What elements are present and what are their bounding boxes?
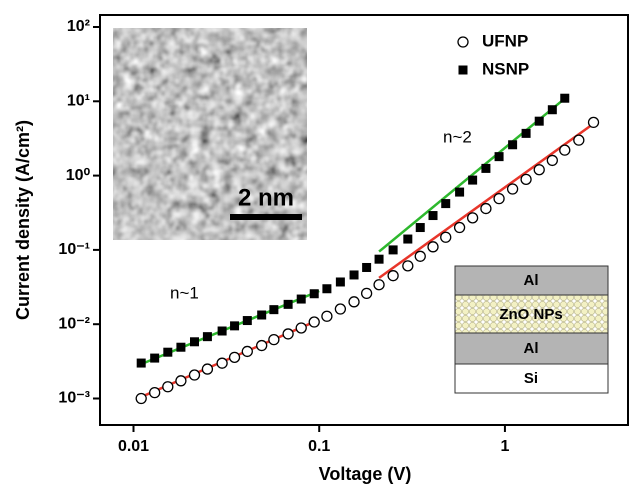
data-point [481, 204, 491, 214]
data-point [535, 117, 544, 126]
data-point [455, 223, 465, 233]
x-tick-label: 1 [500, 438, 509, 455]
y-tick-label: 10¹ [67, 93, 90, 110]
y-tick-label: 10⁻¹ [58, 241, 90, 258]
data-point [322, 284, 331, 293]
data-point [242, 346, 252, 356]
data-point [362, 263, 371, 272]
data-point [416, 223, 425, 232]
x-axis-title: Voltage (V) [319, 464, 412, 484]
scale-bar-label: 2 nm [238, 184, 294, 211]
data-point [296, 323, 306, 333]
data-point [468, 176, 477, 185]
data-point [374, 280, 384, 290]
layer-label: ZnO NPs [499, 306, 562, 323]
data-point [560, 94, 569, 103]
data-point [508, 184, 518, 194]
tem-inset: 2 nm [113, 28, 307, 240]
data-point [428, 242, 438, 252]
data-point [441, 199, 450, 208]
data-point [283, 329, 293, 339]
data-point [429, 211, 438, 220]
data-point [349, 297, 359, 307]
device-schematic: Al ZnO NPs Al Si [455, 266, 608, 393]
y-tick-label: 10⁻³ [58, 390, 90, 407]
y-axis-title: Current density (A/cm²) [13, 120, 33, 320]
data-point [297, 295, 306, 304]
data-point [375, 255, 384, 264]
y-tick-label: 10² [67, 18, 90, 35]
data-point [388, 271, 398, 281]
data-point [415, 251, 425, 261]
slope-annotation: n~1 [170, 283, 199, 302]
data-point [560, 145, 570, 155]
data-point [403, 261, 413, 271]
data-point [574, 135, 584, 145]
data-point [269, 305, 278, 314]
x-tick-label: 0.01 [118, 438, 149, 455]
legend-label: UFNP [482, 31, 528, 50]
y-tick-label: 10⁰ [66, 167, 91, 184]
data-point [335, 304, 345, 314]
data-point [230, 321, 239, 330]
data-point [163, 348, 172, 357]
data-point [548, 105, 557, 114]
data-point [494, 194, 504, 204]
data-point [176, 343, 185, 352]
data-point [322, 311, 332, 321]
legend-marker [458, 37, 468, 47]
y-tick-label: 10⁻² [58, 315, 90, 332]
data-point [190, 337, 199, 346]
data-point [350, 270, 359, 279]
data-point [534, 165, 544, 175]
data-point [257, 311, 266, 320]
data-point [495, 152, 504, 161]
data-point [508, 140, 517, 149]
data-point [522, 129, 531, 138]
data-point [362, 288, 372, 298]
data-point [309, 317, 319, 327]
data-point [243, 316, 252, 325]
data-point [455, 188, 464, 197]
data-point [521, 174, 531, 184]
data-point [389, 245, 398, 254]
data-point [257, 341, 267, 351]
data-point [310, 289, 319, 298]
legend-marker [459, 66, 468, 75]
scale-bar [230, 214, 302, 220]
chart: 2 nm Al ZnO NPs Al Si Voltage (V) Curren… [0, 0, 635, 488]
data-point [137, 359, 146, 368]
data-point [230, 352, 240, 362]
data-point [176, 376, 186, 386]
data-point [284, 300, 293, 309]
legend-label: NSNP [482, 59, 529, 78]
data-point [189, 370, 199, 380]
data-point [136, 394, 146, 404]
layer-label: Si [524, 370, 538, 387]
data-point [150, 388, 160, 398]
slope-annotation: n~2 [443, 127, 472, 146]
data-point [150, 354, 159, 363]
data-point [269, 335, 279, 345]
data-point [441, 232, 451, 242]
data-point [589, 117, 599, 127]
data-point [336, 277, 345, 286]
x-tick-label: 0.1 [308, 438, 330, 455]
data-point [547, 155, 557, 165]
layer-label: Al [524, 272, 539, 289]
data-point [403, 235, 412, 244]
data-point [202, 364, 212, 374]
data-point [468, 213, 478, 223]
layer-label: Al [524, 340, 539, 357]
data-point [481, 164, 490, 173]
data-point [163, 382, 173, 392]
data-point [218, 327, 227, 336]
data-point [217, 358, 227, 368]
data-point [203, 332, 212, 341]
